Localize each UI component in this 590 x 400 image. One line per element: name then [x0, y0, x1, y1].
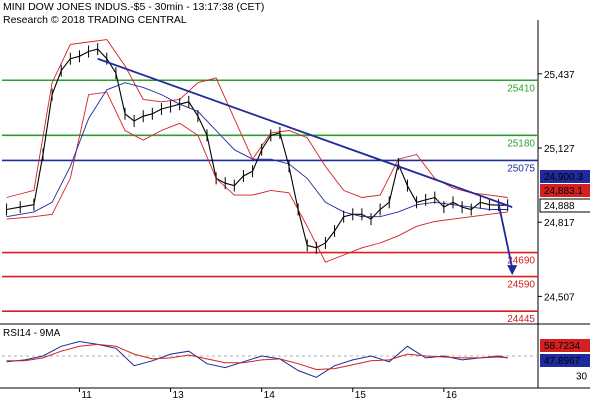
level-label-25180: 25180: [507, 138, 535, 149]
rsi-tag-58.7234: 58.7234: [544, 341, 581, 352]
price-tag-box: [540, 184, 590, 197]
rsi-tag-47.8967: 47.8967: [544, 356, 581, 367]
copyright-line: Research © 2018 TRADING CENTRAL: [3, 14, 187, 26]
price-tag-24,900.3: 24,900.3: [544, 172, 583, 183]
x-tick-label-11: 11: [81, 390, 92, 400]
x-tick-label-15: 15: [355, 390, 367, 400]
price-tag-24,888: 24,888: [544, 201, 575, 212]
level-label-24690: 24690: [507, 256, 535, 267]
x-tick-label-14: 14: [264, 390, 276, 400]
series-line-upper-band: [6, 39, 508, 198]
x-tick-label-16: 16: [446, 390, 458, 400]
rsi-series-RSI14: [6, 340, 508, 378]
rsi-tag-box: [540, 354, 590, 367]
forecast-arrow-shaft: [497, 203, 514, 269]
series-line-lower-band: [6, 91, 508, 263]
forecast-arrow-head: [507, 265, 518, 276]
x-tick-label-13: 13: [173, 390, 185, 400]
rsi-series-9MA: [6, 343, 508, 371]
rsi-panel-title: RSI14 - 9MA: [3, 328, 61, 339]
level-label-24445: 24445: [507, 314, 535, 325]
y-tick-label-24507: 24,507: [544, 292, 575, 303]
y-tick-label-25437: 25,437: [544, 70, 575, 81]
price-tag-box: [539, 198, 590, 213]
y-tick-label-24817: 24,817: [544, 218, 575, 229]
rsi-tag-box: [540, 339, 590, 352]
rsi-y-tick-30: 30: [576, 371, 588, 382]
level-label-24590: 24590: [507, 280, 535, 291]
price-tag-24,883.1: 24,883.1: [544, 186, 583, 197]
price-tag-box: [540, 170, 590, 183]
level-label-25410: 25410: [507, 83, 535, 94]
series-line-moving-average: [6, 82, 508, 218]
y-tick-label-25127: 25,127: [544, 144, 575, 155]
resistance-trendline: [97, 57, 513, 208]
chart-title: MINI DOW JONES INDUS.-$5 - 30min - 13:17…: [3, 1, 265, 13]
series-line-price: [6, 48, 508, 249]
level-label-25075: 25075: [507, 163, 535, 174]
